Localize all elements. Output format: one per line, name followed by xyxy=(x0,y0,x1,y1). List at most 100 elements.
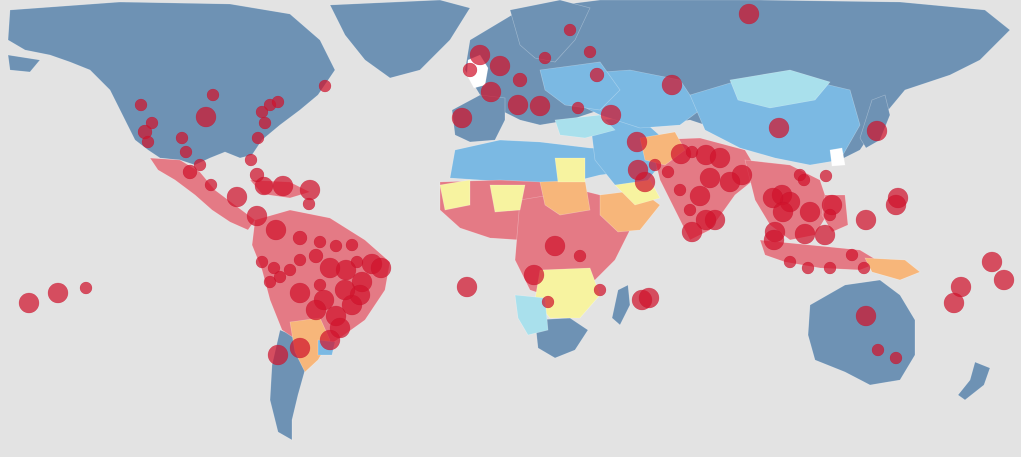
outbreak-marker xyxy=(819,169,833,183)
outbreak-marker xyxy=(489,55,511,77)
region-central-america xyxy=(149,157,256,231)
region-angola xyxy=(514,294,549,336)
outbreak-marker xyxy=(313,235,327,249)
outbreak-marker xyxy=(538,51,552,65)
outbreak-marker xyxy=(273,270,287,284)
region-egypt xyxy=(554,157,586,183)
outbreak-marker xyxy=(370,257,392,279)
outbreak-marker xyxy=(179,145,193,159)
outbreak-marker xyxy=(866,120,888,142)
outbreak-marker xyxy=(134,98,148,112)
outbreak-marker xyxy=(529,95,551,117)
region-mongolia xyxy=(729,69,831,109)
outbreak-marker xyxy=(299,179,321,201)
outbreak-marker xyxy=(267,344,289,366)
base-land-layer xyxy=(7,0,1011,441)
outbreak-marker xyxy=(226,186,248,208)
outbreak-marker xyxy=(681,221,703,243)
outbreak-marker xyxy=(719,171,741,193)
outbreak-marker xyxy=(885,194,907,216)
outbreak-marker xyxy=(195,106,217,128)
outbreak-marker xyxy=(981,251,1003,273)
outbreak-marker xyxy=(889,351,903,365)
outbreak-marker xyxy=(563,23,577,37)
outbreak-marker xyxy=(283,263,297,277)
outbreak-marker xyxy=(762,187,784,209)
outbreak-marker xyxy=(305,299,327,321)
outbreak-marker xyxy=(193,158,207,172)
outbreak-marker xyxy=(689,185,711,207)
outbreak-marker xyxy=(469,44,491,66)
outbreak-marker xyxy=(246,205,268,227)
land-north-america xyxy=(7,1,336,166)
outbreak-marker xyxy=(204,178,218,192)
outbreak-marker xyxy=(695,209,717,231)
outbreak-marker xyxy=(255,255,269,269)
outbreak-marker xyxy=(267,261,281,275)
outbreak-marker xyxy=(823,261,837,275)
outbreak-marker xyxy=(329,239,343,253)
outbreak-marker xyxy=(783,255,797,269)
outbreak-marker xyxy=(823,208,837,222)
outbreak-marker xyxy=(271,95,285,109)
outbreak-marker xyxy=(480,81,502,103)
outbreak-marker xyxy=(855,305,877,327)
outbreak-marker xyxy=(254,176,274,196)
outbreak-marker xyxy=(302,197,316,211)
outbreak-marker xyxy=(258,116,272,130)
outbreak-marker xyxy=(648,158,662,172)
outbreak-marker xyxy=(600,104,622,126)
outbreak-marker xyxy=(626,131,648,153)
outbreak-marker xyxy=(451,107,473,129)
land-greenland xyxy=(329,0,471,79)
outbreak-marker xyxy=(251,131,265,145)
outbreak-marker xyxy=(794,223,816,245)
outbreak-marker xyxy=(799,201,821,223)
outbreak-marker xyxy=(814,224,836,246)
outbreak-marker xyxy=(18,292,40,314)
outbreak-marker xyxy=(857,261,871,275)
outbreak-marker xyxy=(141,135,155,149)
outbreak-marker xyxy=(768,117,790,139)
outbreak-marker xyxy=(206,88,220,102)
outbreak-marker xyxy=(289,282,311,304)
outbreak-marker xyxy=(79,281,93,295)
outbreak-marker xyxy=(175,131,189,145)
outbreak-marker xyxy=(738,3,760,25)
outbreak-marker xyxy=(541,295,555,309)
land-australia xyxy=(807,279,916,386)
outbreak-marker xyxy=(855,209,877,231)
outbreak-marker xyxy=(544,235,566,257)
outbreak-marker xyxy=(683,203,697,217)
land-madagascar xyxy=(611,284,631,326)
region-papua xyxy=(864,257,921,281)
outbreak-marker xyxy=(507,94,529,116)
outbreak-marker xyxy=(801,261,815,275)
land-alaska-peninsula xyxy=(7,54,41,73)
outbreak-marker xyxy=(319,329,341,351)
outbreak-marker xyxy=(308,248,324,264)
outbreak-marker xyxy=(627,159,649,181)
outbreak-marker xyxy=(289,337,311,359)
outbreak-marker xyxy=(763,229,785,251)
outbreak-marker xyxy=(589,67,605,83)
region-anatolia xyxy=(554,114,616,139)
outbreak-marker xyxy=(871,343,885,357)
outbreak-marker xyxy=(456,276,478,298)
outbreak-marker xyxy=(334,279,356,301)
outbreak-marker xyxy=(673,183,687,197)
outbreak-marker xyxy=(993,269,1015,291)
outbreak-marker xyxy=(313,278,327,292)
outbreak-marker xyxy=(292,230,308,246)
land-scandinavia xyxy=(509,0,591,63)
outbreak-marker xyxy=(263,275,277,289)
outbreak-marker xyxy=(583,45,597,59)
region-korea xyxy=(829,147,846,167)
outbreak-marker xyxy=(523,264,545,286)
outbreak-marker xyxy=(318,79,332,93)
outbreak-marker xyxy=(47,282,69,304)
outbreak-marker xyxy=(772,201,794,223)
outbreak-marker xyxy=(293,253,307,267)
